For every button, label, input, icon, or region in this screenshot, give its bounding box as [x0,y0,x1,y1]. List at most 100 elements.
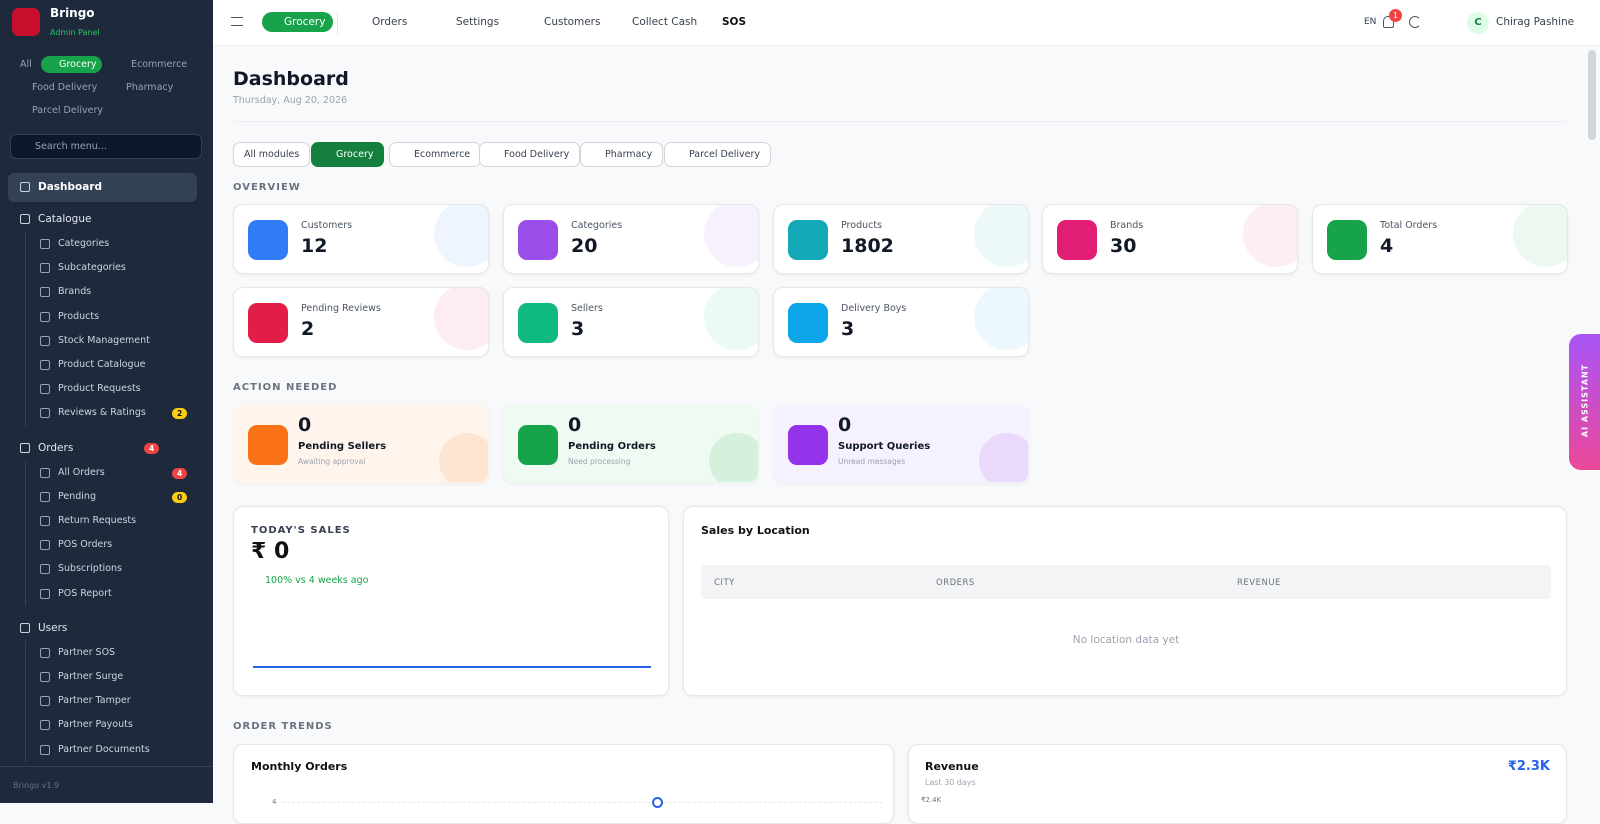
module-tab[interactable]: Food Delivery [32,82,98,93]
chart-card: Monthly Orders 4 [233,744,894,824]
card-decor [434,205,488,267]
menu-item[interactable]: Orders [8,434,197,463]
avatar[interactable]: C [1467,12,1489,34]
theme-toggle[interactable] [1409,16,1421,28]
submenu-item[interactable]: POS Report [40,588,112,599]
submenu-icon [40,696,50,707]
stat-card: Delivery Boys 3 [773,287,1029,357]
submenu-icon [40,516,50,526]
tree-line [25,640,26,762]
card-decor [439,433,488,482]
submenu-item[interactable]: Stock Management [40,335,150,346]
submenu-icon [40,647,50,658]
stat-label: Products [841,220,883,231]
menu-icon [20,182,30,192]
stat-value: 20 [571,235,598,257]
column-header: REVENUE [1237,578,1281,588]
card-title: Sales by Location [701,524,810,537]
sales-line [253,666,651,668]
action-icon [518,425,558,465]
module-filter[interactable]: Food Delivery [479,142,581,167]
module-filter[interactable]: Pharmacy [580,142,664,167]
stat-label: Categories [571,220,623,231]
nav-link[interactable]: Collect Cash [632,16,698,28]
card-decor [974,205,1028,267]
submenu-item[interactable]: Products [40,311,99,322]
submenu-icon [40,491,50,502]
stat-card: Brands 30 [1042,204,1298,274]
stat-icon [788,220,828,260]
submenu-item[interactable]: Subcategories [40,262,126,274]
submenu-icon [40,672,50,682]
stat-icon [788,303,828,343]
action-card[interactable]: 0 Pending Orders Need processing [503,404,759,483]
module-tab[interactable]: All [20,59,32,70]
module-filter[interactable]: All modules [233,142,311,167]
assistant-label: AI ASSISTANT [1580,363,1590,438]
card-decor [704,205,758,267]
submenu-item[interactable]: Partner Documents [40,744,150,755]
stat-value: 3 [571,318,585,340]
action-label: Pending Orders [568,441,656,452]
submenu-item[interactable]: Reviews & Ratings [40,407,146,419]
submenu-item[interactable]: Partner Payouts [40,719,133,731]
nav-link[interactable]: Orders [372,16,408,28]
ai-assistant-tab[interactable]: AI ASSISTANT [1569,334,1600,470]
submenu-item[interactable]: All Orders [40,467,105,478]
action-value: 0 [838,414,852,436]
submenu-item[interactable]: Return Requests [40,515,136,526]
action-label: Pending Sellers [298,441,387,452]
module-tab[interactable]: Ecommerce [131,59,188,70]
brand-name: Bringo [50,6,95,20]
stat-value: 1802 [841,235,894,257]
user-name[interactable]: Chirag Pashine [1496,16,1575,28]
language[interactable]: EN [1364,17,1377,27]
submenu-badge: 0 [172,491,188,503]
nav-link[interactable]: Customers [544,16,601,28]
sidebar-divider [0,766,213,767]
column-header: CITY [714,578,735,588]
stat-icon [248,303,288,343]
submenu-item[interactable]: Partner Surge [40,671,123,682]
search-input[interactable]: Search menu... [10,134,202,159]
module-filter[interactable]: Ecommerce [389,142,482,167]
stat-label: Delivery Boys [841,303,907,314]
action-card[interactable]: 0 Pending Sellers Awaiting approval [233,404,489,483]
module-tab[interactable]: Pharmacy [126,82,174,93]
action-sub: Unread messages [838,457,906,466]
stat-value: 30 [1110,235,1137,257]
module-filter[interactable]: Grocery [311,142,385,167]
menu-item[interactable]: Catalogue [8,205,197,234]
module-tab[interactable]: Grocery [41,56,103,73]
action-icon [788,425,828,465]
module-filter[interactable]: Parcel Delivery [664,142,771,167]
submenu-item[interactable]: Pending [40,491,96,502]
location-card: Sales by Location CITY ORDERS REVENUE No loc… [683,506,1567,696]
module-chip[interactable]: Grocery [262,12,334,32]
submenu-item[interactable]: Partner SOS [40,647,115,658]
chart-card: Revenue Last 30 days ₹2.3K ₹2.4K [908,744,1567,824]
submenu-item[interactable]: POS Orders [40,539,112,551]
version: Bringo v1.9 [13,781,60,790]
submenu-item[interactable]: Brands [40,286,91,298]
nav-link[interactable]: Settings [456,16,500,28]
bell[interactable] [1383,16,1394,28]
action-card[interactable]: 0 Support Queries Unread messages [773,404,1029,483]
stat-icon [1327,220,1367,260]
submenu-item[interactable]: Subscriptions [40,563,122,575]
logo [12,8,40,36]
menu-item[interactable]: Users [8,614,197,643]
submenu-item[interactable]: Product Catalogue [40,359,145,370]
stat-card: Sellers 3 [503,287,759,357]
nav-link[interactable]: SOS [722,16,747,28]
submenu-item[interactable]: Categories [40,238,109,249]
submenu-item[interactable]: Partner Tamper [40,695,131,707]
menu-item[interactable]: Dashboard [8,173,197,202]
action-icon [248,425,288,465]
y-tick-label: ₹2.4K [921,796,942,804]
menu-toggle[interactable] [231,17,243,26]
module-tab[interactable]: Parcel Delivery [32,105,103,116]
submenu-badge: 4 [172,467,188,479]
submenu-item[interactable]: Product Requests [40,383,141,395]
section-label: ORDER TRENDS [233,721,333,732]
